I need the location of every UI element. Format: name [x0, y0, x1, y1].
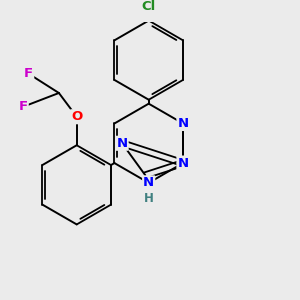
Text: F: F — [24, 67, 33, 80]
Text: Cl: Cl — [142, 0, 156, 13]
Text: F: F — [19, 100, 28, 113]
Text: N: N — [177, 157, 189, 169]
Text: H: H — [144, 192, 154, 205]
Text: N: N — [177, 117, 189, 130]
Text: N: N — [143, 176, 154, 189]
Text: O: O — [71, 110, 82, 123]
Text: N: N — [116, 137, 128, 150]
